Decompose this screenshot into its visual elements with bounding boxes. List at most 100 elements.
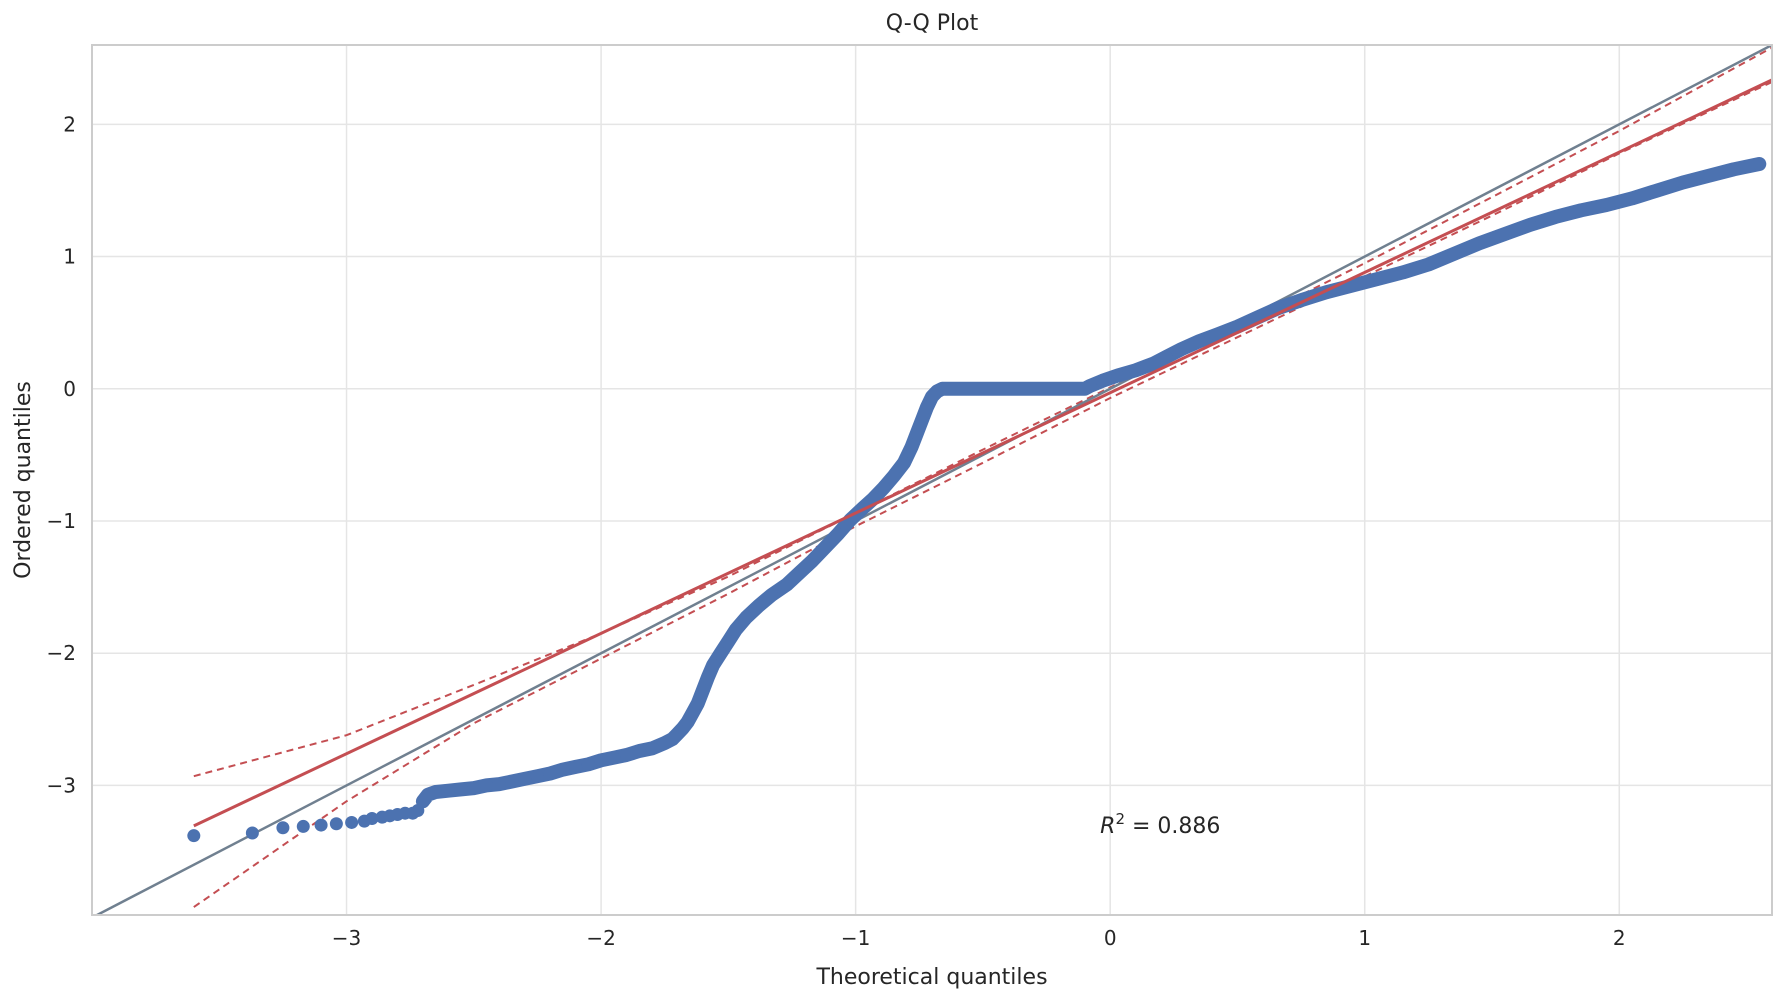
sample-point xyxy=(329,817,343,831)
sample-point xyxy=(1146,357,1160,371)
y-tick-label: −3 xyxy=(47,773,76,797)
sample-point xyxy=(492,777,506,791)
y-tick-label: −1 xyxy=(47,509,76,533)
sample-point xyxy=(691,696,705,710)
sample-point xyxy=(805,554,819,568)
sample-point xyxy=(701,670,715,684)
r-squared-annotation: R2 = 0.886 xyxy=(1100,810,1220,839)
sample-point xyxy=(1752,157,1766,171)
sample-point xyxy=(1625,191,1639,205)
sample-point xyxy=(569,760,583,774)
sample-point xyxy=(831,527,845,541)
reference-line xyxy=(94,45,1772,915)
confidence-band-lower xyxy=(193,81,1772,908)
x-tick-labels: −3 −2 −1 0 1 2 xyxy=(332,926,1626,950)
reference-line-group xyxy=(94,45,1772,915)
r-squared-symbol: R xyxy=(1100,814,1115,839)
sample-point xyxy=(365,811,379,825)
sample-point xyxy=(739,611,753,625)
sample-point xyxy=(976,382,990,396)
sample-point xyxy=(296,819,310,833)
sample-point xyxy=(620,748,634,762)
sample-point xyxy=(607,751,621,765)
sample-point xyxy=(897,456,911,470)
sample-point xyxy=(632,744,646,758)
sample-point xyxy=(1701,169,1715,183)
sample-point xyxy=(1498,227,1512,241)
sample-point xyxy=(467,781,481,795)
sample-point xyxy=(1600,198,1614,212)
sample-point xyxy=(920,400,934,414)
sample-point xyxy=(245,826,259,840)
sample-point xyxy=(556,763,570,777)
sample-points-dense xyxy=(415,157,1767,809)
sample-point xyxy=(518,772,532,786)
y-axis-title: Ordered quantiles xyxy=(11,381,36,579)
sample-point xyxy=(1345,279,1359,293)
x-tick-label: −1 xyxy=(841,926,870,950)
sample-point xyxy=(187,829,201,843)
sample-point xyxy=(1083,379,1097,393)
x-tick-label: −2 xyxy=(586,926,615,950)
sample-point xyxy=(1096,374,1110,388)
sample-point xyxy=(314,818,328,832)
sample-point xyxy=(765,588,779,602)
sample-point xyxy=(877,481,891,495)
x-axis-title: Theoretical quantiles xyxy=(815,965,1047,990)
sample-point xyxy=(594,753,608,767)
sample-point xyxy=(696,683,710,697)
sample-point xyxy=(480,778,494,792)
x-tick-label: 0 xyxy=(1104,926,1117,950)
sample-point xyxy=(1396,265,1410,279)
plot-frame xyxy=(91,44,1773,916)
y-tick-label: 1 xyxy=(63,245,76,269)
sample-point xyxy=(752,599,766,613)
sample-point xyxy=(581,757,595,771)
fit-line-group xyxy=(193,78,1772,828)
sample-point xyxy=(935,382,949,396)
sample-point xyxy=(1210,328,1224,342)
sample-point xyxy=(1129,363,1143,377)
sample-point xyxy=(441,784,455,798)
sample-point xyxy=(1027,382,1041,396)
sample-point xyxy=(915,414,929,428)
confidence-band xyxy=(193,46,1772,908)
sample-point xyxy=(1421,257,1435,271)
sample-point xyxy=(818,540,832,554)
sample-point xyxy=(1523,218,1537,232)
sample-point xyxy=(429,785,443,799)
sample-point xyxy=(721,634,735,648)
x-tick-label: 1 xyxy=(1358,926,1371,950)
y-tick-labels: −3 −2 −1 0 1 2 xyxy=(47,112,76,797)
gridlines xyxy=(92,45,1772,915)
sample-point xyxy=(645,741,659,755)
confidence-band-upper xyxy=(193,46,1772,778)
y-tick-label: 0 xyxy=(63,377,76,401)
sample-points xyxy=(187,157,1767,843)
y-tick-label: −2 xyxy=(47,641,76,665)
y-tick-label: 2 xyxy=(63,112,76,136)
sample-point xyxy=(530,769,544,783)
sample-point xyxy=(887,469,901,483)
sample-point xyxy=(454,782,468,796)
sample-point xyxy=(505,774,519,788)
x-tick-label: 2 xyxy=(1613,926,1626,950)
sample-point xyxy=(1111,369,1125,383)
sample-point xyxy=(910,427,924,441)
r-squared-value: = 0.886 xyxy=(1125,814,1220,839)
sample-point xyxy=(1472,236,1486,250)
sample-point xyxy=(1192,334,1206,348)
sample-point xyxy=(543,767,557,781)
sample-point xyxy=(276,821,290,835)
sample-point xyxy=(706,658,720,672)
sample-point xyxy=(1370,272,1384,286)
sample-point xyxy=(1549,210,1563,224)
fit-line xyxy=(193,78,1772,828)
sample-point xyxy=(780,577,794,591)
sample-point xyxy=(1676,176,1690,190)
sample-point xyxy=(1650,183,1664,197)
sample-point xyxy=(1159,350,1173,364)
x-tick-label: −3 xyxy=(332,926,361,950)
